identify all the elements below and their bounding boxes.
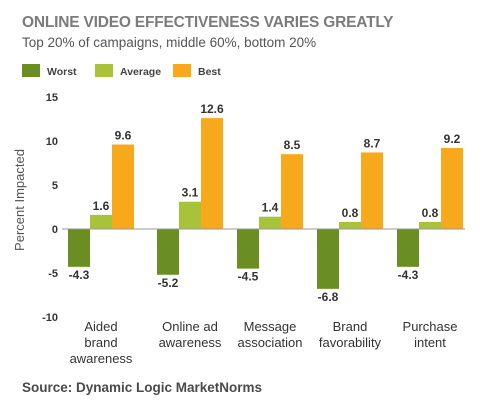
- legend-label-worst: Worst: [47, 66, 77, 78]
- bar-worst: [397, 229, 419, 267]
- bar-average: [90, 214, 112, 229]
- data-label: 12.6: [200, 102, 224, 116]
- data-label: 9.2: [444, 132, 461, 146]
- y-axis-ticks: 15 10 5 0 -5 -10: [42, 92, 58, 324]
- legend-swatch-average: [95, 64, 113, 77]
- data-label: 8.5: [284, 138, 301, 152]
- bar-best: [112, 144, 134, 229]
- bars: [68, 118, 463, 289]
- bar-average: [259, 216, 281, 229]
- data-label: 0.8: [342, 206, 359, 220]
- data-label: 0.8: [422, 206, 439, 220]
- data-labels: -4.3 -5.2 -4.5 -6.8 -4.3 1.6 3.1 1.4 0.8 0.8 9.6 12…: [69, 102, 461, 304]
- bar-best: [281, 154, 303, 229]
- bar-worst: [317, 229, 339, 289]
- bar-worst: [157, 229, 179, 275]
- y-tick-label: 0: [52, 224, 58, 236]
- data-label: -5.2: [158, 276, 179, 290]
- data-label: 3.1: [182, 186, 199, 200]
- bar-best: [441, 148, 463, 229]
- category-label: Message association: [237, 319, 302, 350]
- bar-worst: [68, 229, 90, 267]
- y-tick-label: -5: [48, 268, 58, 280]
- data-label: 1.6: [93, 199, 110, 213]
- bar-average: [339, 221, 361, 229]
- bar-best: [361, 152, 383, 229]
- bar-best: [201, 118, 223, 229]
- category-label: Aided brand awareness: [70, 319, 133, 366]
- category-labels: Aided brand awareness Online ad awareness Mes…: [70, 319, 458, 366]
- category-label: Brand favorability: [319, 319, 382, 350]
- data-label: -6.8: [318, 290, 339, 304]
- data-label: -4.5: [238, 270, 259, 284]
- y-axis-label: Percent Impacted: [12, 149, 27, 251]
- category-label: Purchase intent: [403, 319, 458, 350]
- category-label: Online ad awareness: [159, 319, 222, 350]
- data-label: 1.4: [262, 201, 279, 215]
- legend: Worst Average Best: [22, 64, 221, 78]
- y-tick-label: 10: [46, 136, 58, 148]
- data-label: -4.3: [69, 268, 90, 282]
- data-label: 8.7: [364, 136, 381, 150]
- bar-worst: [237, 229, 259, 269]
- y-tick-label: 5: [52, 180, 58, 192]
- y-tick-label: 15: [46, 92, 58, 104]
- source-note: Source: Dynamic Logic MarketNorms: [22, 380, 262, 395]
- y-tick-label: -10: [42, 312, 58, 324]
- legend-swatch-worst: [22, 64, 40, 77]
- bar-average: [179, 201, 201, 229]
- data-label: 9.6: [115, 129, 132, 143]
- bar-average: [419, 221, 441, 229]
- chart-title: ONLINE VIDEO EFFECTIVENESS VARIES GREATL…: [22, 14, 394, 31]
- chart-subtitle: Top 20% of campaigns, middle 60%, bottom…: [22, 35, 316, 50]
- legend-swatch-best: [173, 64, 191, 77]
- data-label: -4.3: [398, 268, 419, 282]
- legend-label-best: Best: [198, 66, 221, 78]
- legend-label-average: Average: [120, 66, 161, 78]
